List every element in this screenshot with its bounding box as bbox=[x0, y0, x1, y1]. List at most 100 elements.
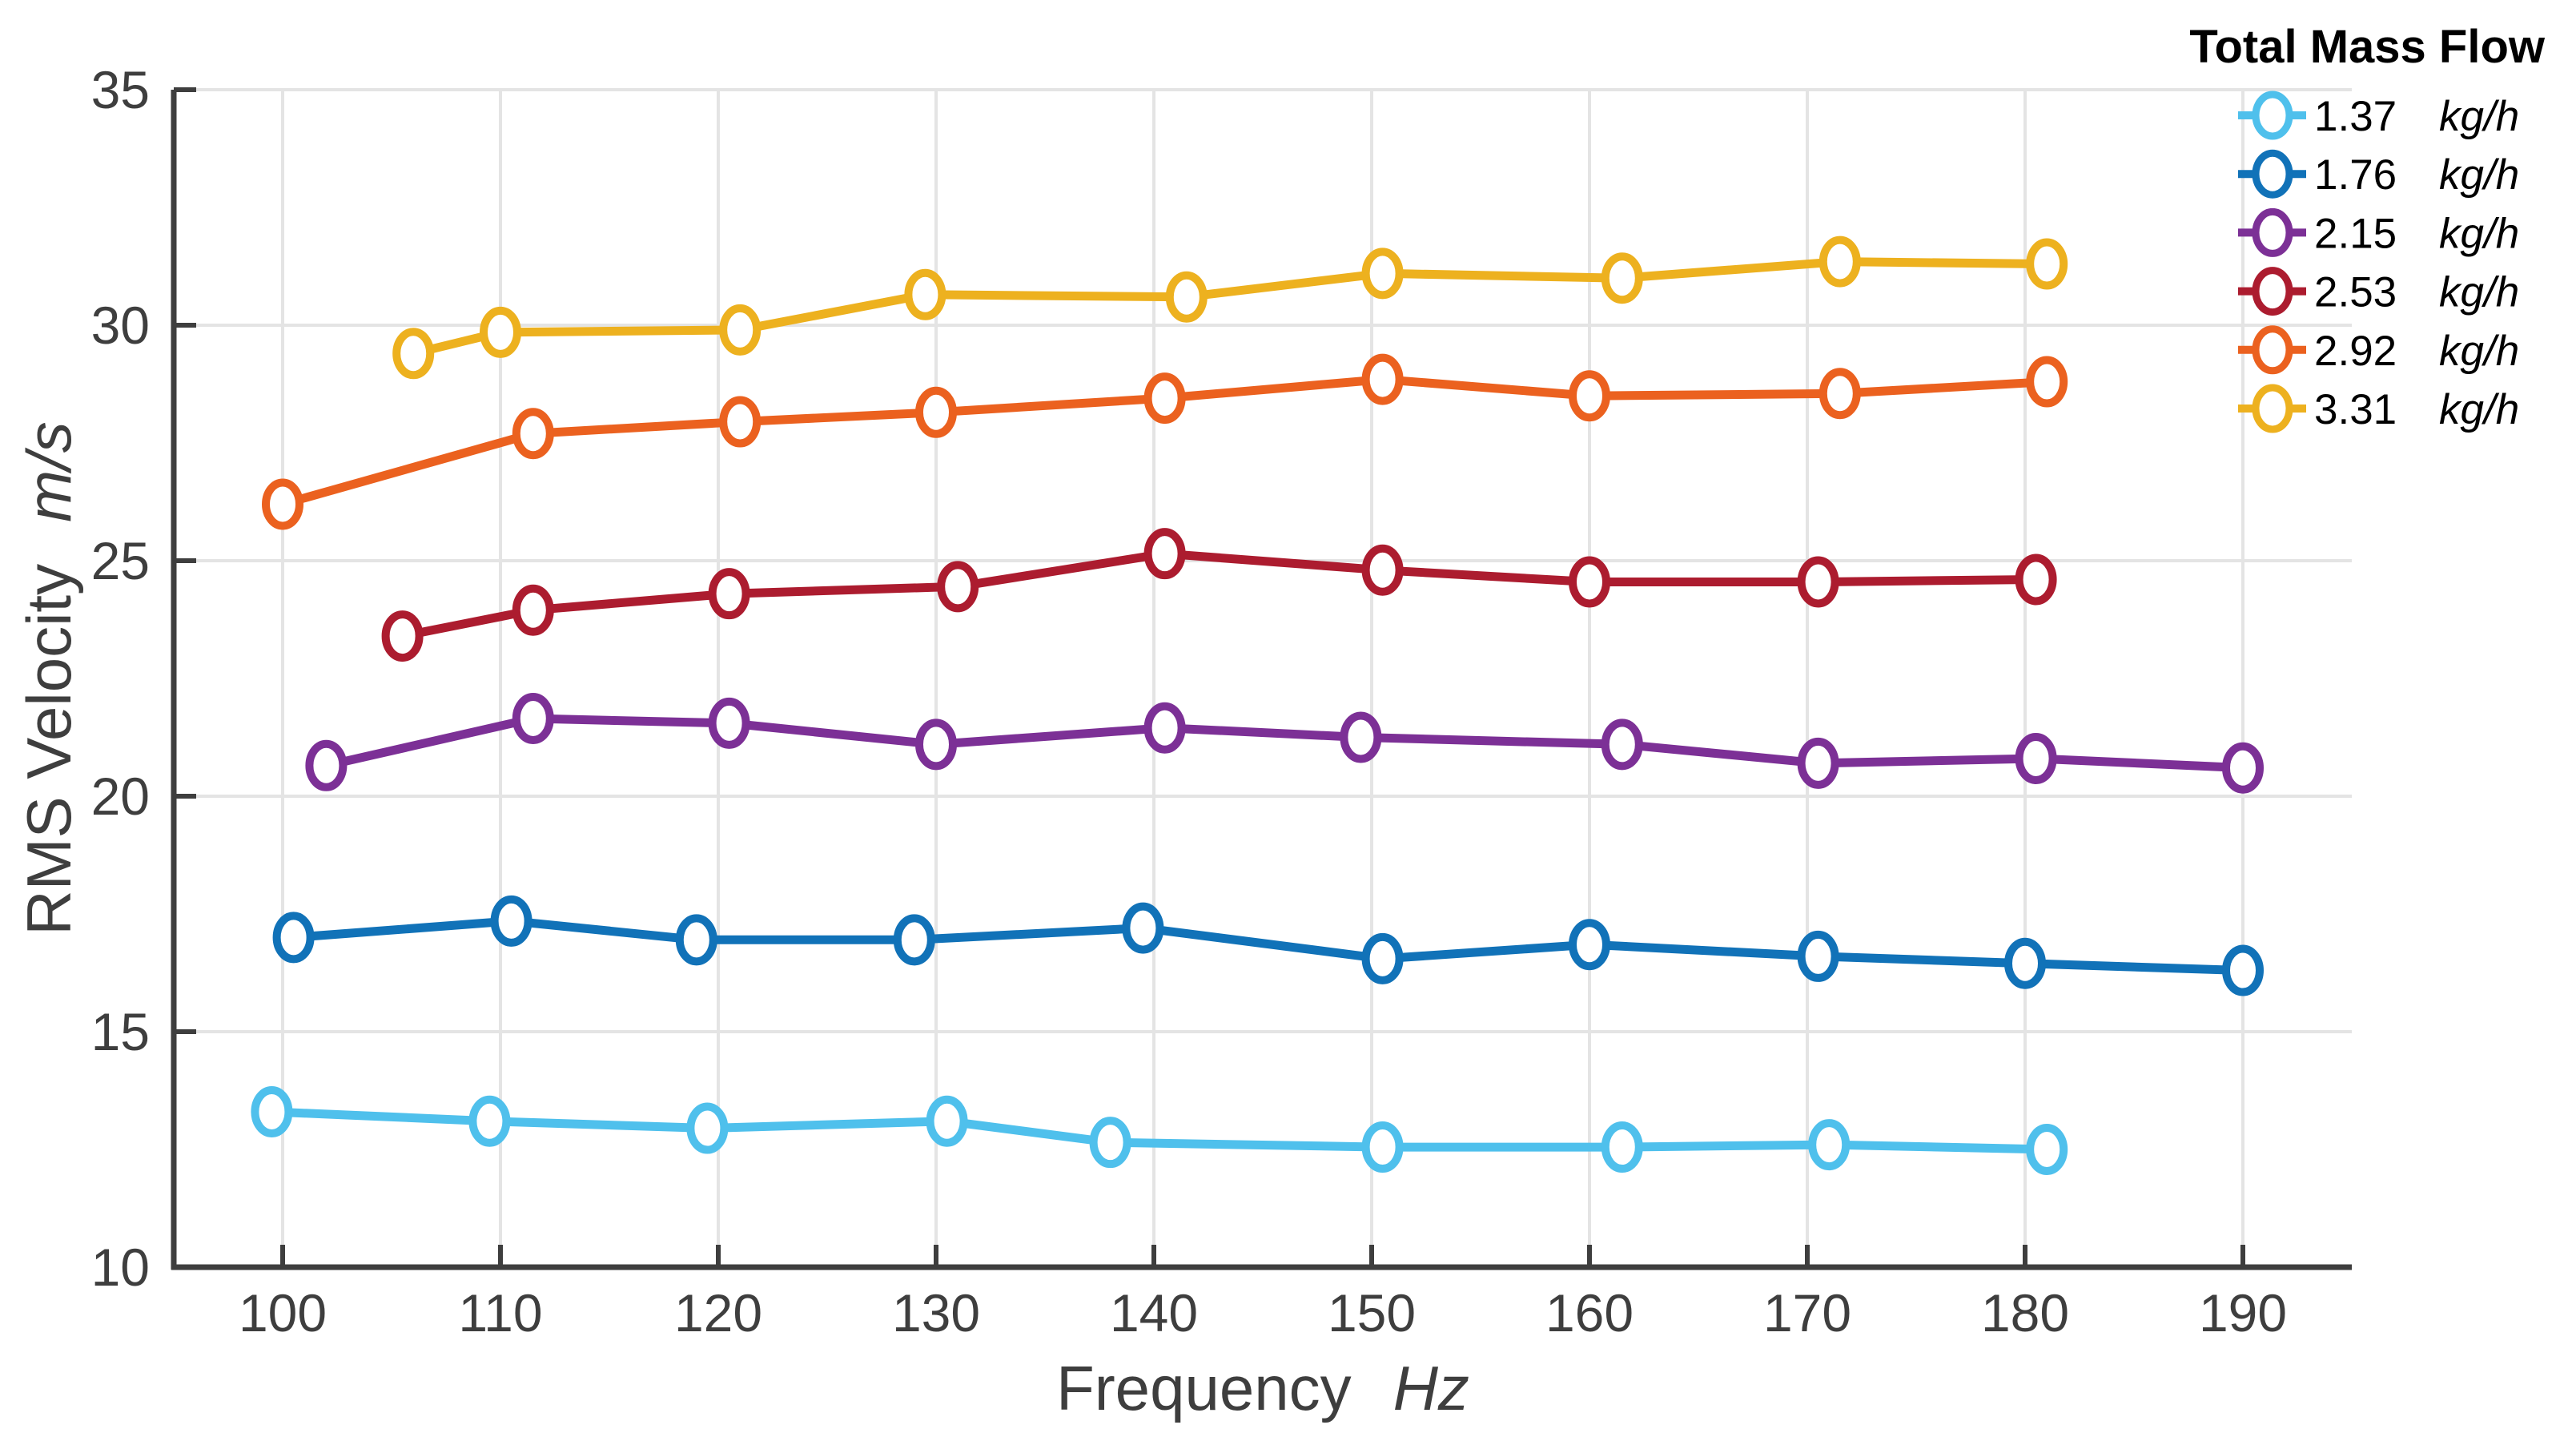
data-point-marker bbox=[1122, 902, 1164, 954]
legend-unit: kg/h bbox=[2439, 269, 2519, 316]
data-point-marker bbox=[915, 386, 957, 438]
data-point-marker bbox=[1601, 718, 1643, 771]
legend-item-3.31: 3.31 kg/h bbox=[2238, 384, 2519, 433]
data-point-marker bbox=[2222, 742, 2264, 794]
legend-unit: kg/h bbox=[2439, 210, 2519, 257]
data-point-marker bbox=[1361, 932, 1404, 984]
data-point-marker bbox=[468, 1095, 511, 1147]
data-point-marker bbox=[2222, 944, 2264, 996]
data-point-marker bbox=[262, 478, 303, 530]
legend-item-1.37: 1.37 kg/h bbox=[2238, 91, 2519, 140]
y-tick-label: 30 bbox=[91, 296, 150, 355]
data-point-marker bbox=[708, 697, 750, 749]
y-tick-label: 10 bbox=[91, 1238, 150, 1297]
legend-unit: kg/h bbox=[2439, 93, 2519, 140]
series-line-1.76 bbox=[289, 916, 2248, 976]
data-point-marker bbox=[480, 306, 521, 358]
data-point-marker bbox=[1361, 544, 1404, 596]
data-point-marker bbox=[1601, 1121, 1643, 1173]
data-point-marker bbox=[893, 914, 935, 966]
legend-item-1.76: 1.76 kg/h bbox=[2238, 149, 2519, 199]
tick-labels: 100 110 120 130 140 150 160 170 180 190 10 15 20 25 30… bbox=[91, 60, 2287, 1342]
data-point-marker bbox=[1808, 1119, 1851, 1171]
legend: 1.37 kg/h 1.76 kg/h 2.15 kg/h 2.53 kg/h 2.92 kg/h… bbox=[2238, 91, 2519, 433]
data-point-marker bbox=[1818, 235, 1861, 288]
legend-value: 3.31 bbox=[2314, 386, 2397, 433]
series-line-2.15 bbox=[321, 714, 2248, 773]
data-point-marker bbox=[1797, 556, 1839, 608]
data-point-marker bbox=[1601, 252, 1643, 304]
legend-value: 2.92 bbox=[2314, 328, 2397, 375]
x-tick-label: 150 bbox=[1328, 1283, 1416, 1342]
y-tick-label: 35 bbox=[91, 60, 150, 119]
legend-value: 2.53 bbox=[2314, 269, 2397, 316]
series-line-2.53 bbox=[398, 549, 2041, 641]
x-tick-label: 160 bbox=[1545, 1283, 1634, 1342]
legend-marker-sample bbox=[2252, 207, 2293, 257]
data-point-marker bbox=[305, 739, 348, 791]
data-point-marker bbox=[708, 568, 750, 620]
y-tick-label: 15 bbox=[91, 1002, 150, 1061]
data-point-marker bbox=[2026, 238, 2068, 290]
data-point-marker bbox=[719, 304, 762, 356]
series-line-3.31 bbox=[408, 257, 2052, 358]
legend-marker-sample bbox=[2252, 325, 2293, 375]
data-point-marker bbox=[1143, 372, 1186, 425]
legend-value: 2.15 bbox=[2314, 210, 2397, 257]
data-point-marker bbox=[512, 584, 554, 636]
x-tick-label: 130 bbox=[892, 1283, 980, 1342]
legend-value: 1.37 bbox=[2314, 93, 2397, 140]
data-series bbox=[251, 235, 2264, 1175]
legend-unit: kg/h bbox=[2439, 386, 2519, 433]
y-axis-label: RMS Velocitym/s bbox=[14, 421, 84, 935]
y-tick-label: 20 bbox=[91, 767, 150, 826]
data-point-marker bbox=[512, 692, 554, 744]
data-point-marker bbox=[915, 718, 957, 771]
legend-item-2.15: 2.15 kg/h bbox=[2238, 207, 2519, 257]
data-point-marker bbox=[392, 328, 435, 380]
data-point-marker bbox=[251, 1085, 293, 1137]
data-point-marker bbox=[2004, 937, 2046, 989]
x-tick-label: 180 bbox=[1981, 1283, 2069, 1342]
data-point-marker bbox=[675, 914, 717, 966]
legend-value: 1.76 bbox=[2314, 151, 2397, 199]
data-point-marker bbox=[512, 408, 554, 460]
data-point-marker bbox=[719, 396, 762, 448]
data-point-marker bbox=[1797, 930, 1839, 982]
x-tick-label: 100 bbox=[239, 1283, 327, 1342]
series-line-1.37 bbox=[267, 1107, 2052, 1154]
data-point-marker bbox=[381, 610, 424, 662]
data-point-marker bbox=[2026, 1124, 2068, 1175]
data-point-marker bbox=[1361, 248, 1404, 300]
x-tick-label: 120 bbox=[674, 1283, 762, 1342]
data-point-marker bbox=[1569, 919, 1610, 971]
x-tick-label: 170 bbox=[1763, 1283, 1851, 1342]
legend-title: Total Mass Flow bbox=[2189, 21, 2546, 73]
data-point-marker bbox=[2015, 732, 2057, 784]
data-point-marker bbox=[1569, 556, 1610, 608]
data-point-marker bbox=[926, 1095, 968, 1147]
axes bbox=[171, 87, 2352, 1270]
x-tick-label: 110 bbox=[458, 1283, 542, 1342]
data-point-marker bbox=[1340, 711, 1382, 763]
data-point-marker bbox=[2015, 553, 2057, 606]
x-tick-label: 140 bbox=[1110, 1283, 1198, 1342]
data-point-marker bbox=[2026, 356, 2068, 408]
data-point-marker bbox=[1143, 528, 1186, 580]
x-tick-label: 190 bbox=[2199, 1283, 2287, 1342]
data-point-marker bbox=[1569, 370, 1610, 422]
x-axis-label: Frequency Hz bbox=[1056, 1353, 1469, 1423]
legend-marker-sample bbox=[2252, 149, 2293, 199]
legend-item-2.92: 2.92 kg/h bbox=[2238, 325, 2519, 375]
legend-item-2.53: 2.53 kg/h bbox=[2238, 267, 2519, 316]
data-point-marker bbox=[686, 1102, 729, 1154]
data-point-marker bbox=[1165, 271, 1208, 323]
data-point-marker bbox=[904, 268, 946, 320]
data-point-marker bbox=[1797, 737, 1839, 789]
data-point-marker bbox=[272, 912, 315, 964]
data-point-marker bbox=[937, 561, 979, 613]
legend-marker-sample bbox=[2252, 267, 2293, 316]
data-point-marker bbox=[1361, 1121, 1404, 1173]
data-point-marker bbox=[1361, 353, 1404, 405]
